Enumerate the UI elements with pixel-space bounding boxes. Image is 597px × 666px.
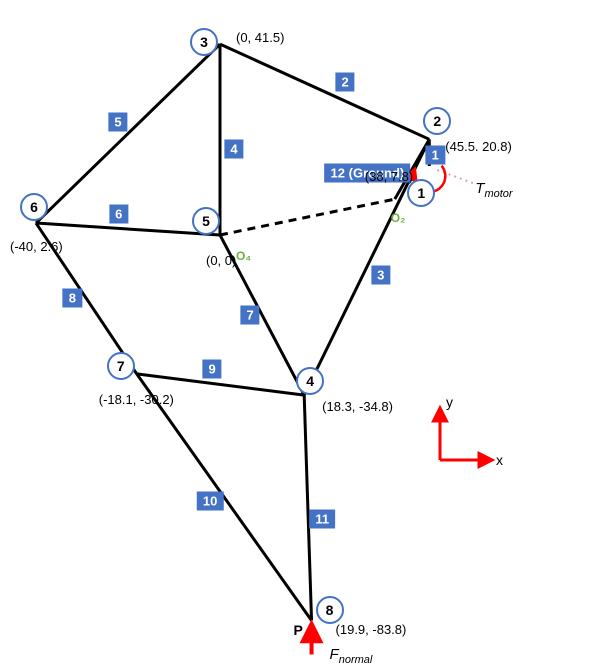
link-12-ground-dashed <box>220 199 395 235</box>
link-badge-8: 8 <box>63 289 82 308</box>
link-10 <box>137 374 312 621</box>
node-circle-7: 7 <box>107 352 135 380</box>
point-p-label: P <box>294 622 303 638</box>
link-badge-4: 4 <box>224 140 243 159</box>
torque-motor-label: Tmotor <box>475 180 512 200</box>
link-11 <box>304 395 311 620</box>
pivot-o4-label: O₄ <box>236 249 251 263</box>
node-circle-5: 5 <box>192 207 220 235</box>
axis-x-label: x <box>496 452 503 468</box>
node-circle-2: 2 <box>423 107 451 135</box>
link-badge-2: 2 <box>335 73 354 92</box>
link-badge-3: 3 <box>371 266 390 285</box>
node-circle-6: 6 <box>20 193 48 221</box>
node-circle-8: 8 <box>316 596 344 624</box>
diagram-svg <box>0 0 597 657</box>
link-badge-6: 6 <box>109 205 128 224</box>
link-badge-5: 5 <box>108 112 127 131</box>
node-circle-1: 1 <box>407 179 435 207</box>
link-2 <box>220 44 429 139</box>
node-2-coord-label: (45.5. 20.8) <box>445 139 512 154</box>
pivot-o2-label: O₂ <box>391 211 406 225</box>
axis-y-label: y <box>446 394 453 410</box>
node-3-coord-label: (0, 41.5) <box>236 30 284 45</box>
node-6-coord-label: (-40, 2.6) <box>10 239 63 254</box>
node-circle-3: 3 <box>190 28 218 56</box>
node-4-coord-label: (18.3, -34.8) <box>322 399 393 414</box>
node-7-coord-label: (-18.1, -30.2) <box>99 392 174 407</box>
link-badge-1: 1 <box>426 145 445 164</box>
link-badge-9: 9 <box>202 360 221 379</box>
o2-coord-label: (38, 7.8) <box>365 169 413 184</box>
node-8-coord-label: (19.9, -83.8) <box>336 622 407 637</box>
link-5 <box>36 44 220 223</box>
diagram-stage: 123456789101112 (Ground)(38, 7.8)12(45.5… <box>0 0 597 657</box>
node-circle-4: 4 <box>296 367 324 395</box>
node-5-coord-label: (0, 0) <box>206 253 236 268</box>
link-badge-11: 11 <box>309 510 335 529</box>
link-badge-10: 10 <box>197 492 223 511</box>
force-normal-label: Fnormal <box>330 646 373 666</box>
link-badge-7: 7 <box>240 306 259 325</box>
